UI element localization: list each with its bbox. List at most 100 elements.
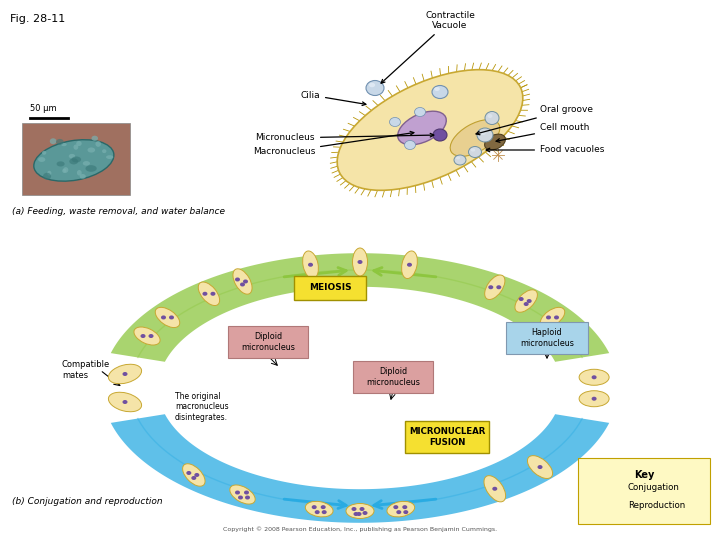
Ellipse shape [43,173,51,180]
Ellipse shape [592,375,597,379]
Ellipse shape [485,275,505,300]
Ellipse shape [302,251,318,279]
Ellipse shape [456,157,460,159]
Text: Diploid
micronucleus: Diploid micronucleus [241,332,295,352]
Ellipse shape [80,174,86,179]
Text: 50 µm: 50 µm [30,104,57,113]
Ellipse shape [106,155,113,159]
Ellipse shape [76,141,81,146]
Ellipse shape [362,511,367,515]
Ellipse shape [487,114,492,118]
FancyBboxPatch shape [506,322,588,354]
Ellipse shape [134,327,160,345]
Ellipse shape [415,107,426,117]
Ellipse shape [71,157,81,163]
Ellipse shape [50,138,56,144]
Ellipse shape [337,70,523,190]
Ellipse shape [69,158,78,165]
Ellipse shape [353,248,367,276]
Ellipse shape [369,83,375,87]
FancyBboxPatch shape [22,123,130,195]
Ellipse shape [202,292,207,296]
Ellipse shape [454,155,466,165]
Ellipse shape [48,171,51,176]
Ellipse shape [63,167,68,173]
Ellipse shape [210,292,215,296]
Ellipse shape [61,143,67,146]
Ellipse shape [407,263,412,267]
Ellipse shape [86,165,96,172]
Text: Reproduction: Reproduction [628,502,685,510]
Text: (a) Feeding, waste removal, and water balance: (a) Feeding, waste removal, and water ba… [12,207,225,216]
Ellipse shape [579,391,609,407]
Ellipse shape [359,507,364,511]
Text: Diploid
micronucleus: Diploid micronucleus [366,367,420,387]
Ellipse shape [528,456,553,478]
Ellipse shape [496,285,501,289]
Ellipse shape [57,161,65,166]
Text: Cilia: Cilia [300,91,366,105]
Ellipse shape [198,282,220,306]
Ellipse shape [358,260,362,264]
Ellipse shape [469,146,482,158]
Ellipse shape [356,512,361,516]
Ellipse shape [484,476,505,502]
Text: Key: Key [634,470,654,480]
Text: Haploid
micronucleus: Haploid micronucleus [520,328,574,348]
Ellipse shape [240,282,245,287]
Ellipse shape [194,473,199,477]
Ellipse shape [161,315,166,320]
Ellipse shape [434,87,440,91]
Text: Macronucleus: Macronucleus [253,131,414,157]
Ellipse shape [38,157,45,162]
Ellipse shape [235,278,240,281]
Ellipse shape [403,510,408,514]
Ellipse shape [122,400,127,404]
Ellipse shape [192,476,197,480]
Text: Conjugation: Conjugation [628,483,680,492]
Ellipse shape [320,505,325,509]
Text: (b) Conjugation and reproduction: (b) Conjugation and reproduction [12,497,163,506]
FancyBboxPatch shape [294,276,366,300]
FancyBboxPatch shape [578,458,710,524]
Ellipse shape [68,154,75,158]
Ellipse shape [538,465,543,469]
Ellipse shape [34,140,114,181]
Ellipse shape [579,369,609,385]
Ellipse shape [148,334,153,338]
Text: Fig. 28-11: Fig. 28-11 [10,14,66,24]
Ellipse shape [62,168,66,173]
Polygon shape [111,253,609,362]
Ellipse shape [235,490,240,495]
Ellipse shape [402,251,418,279]
Ellipse shape [305,501,333,517]
Ellipse shape [315,510,320,514]
Ellipse shape [243,280,248,284]
Ellipse shape [42,151,46,155]
Ellipse shape [77,170,81,176]
Ellipse shape [238,496,243,500]
Ellipse shape [102,149,107,153]
Ellipse shape [480,131,486,135]
Ellipse shape [308,263,313,267]
Text: Micronucleus: Micronucleus [256,133,434,143]
Ellipse shape [245,496,250,500]
FancyBboxPatch shape [405,421,489,453]
Ellipse shape [346,503,374,518]
Ellipse shape [233,269,252,294]
Ellipse shape [554,315,559,320]
Ellipse shape [390,118,400,126]
Polygon shape [111,414,609,523]
Ellipse shape [186,471,192,475]
Ellipse shape [169,315,174,320]
Text: Copyright © 2008 Pearson Education, Inc., publishing as Pearson Benjamin Cumming: Copyright © 2008 Pearson Education, Inc.… [223,526,497,532]
Text: Oral groove: Oral groove [476,105,593,135]
Ellipse shape [312,505,317,509]
Ellipse shape [540,307,564,328]
Ellipse shape [244,490,249,495]
Ellipse shape [387,501,415,517]
Ellipse shape [140,334,145,338]
Ellipse shape [432,85,448,98]
Ellipse shape [526,299,531,303]
Ellipse shape [485,134,505,150]
